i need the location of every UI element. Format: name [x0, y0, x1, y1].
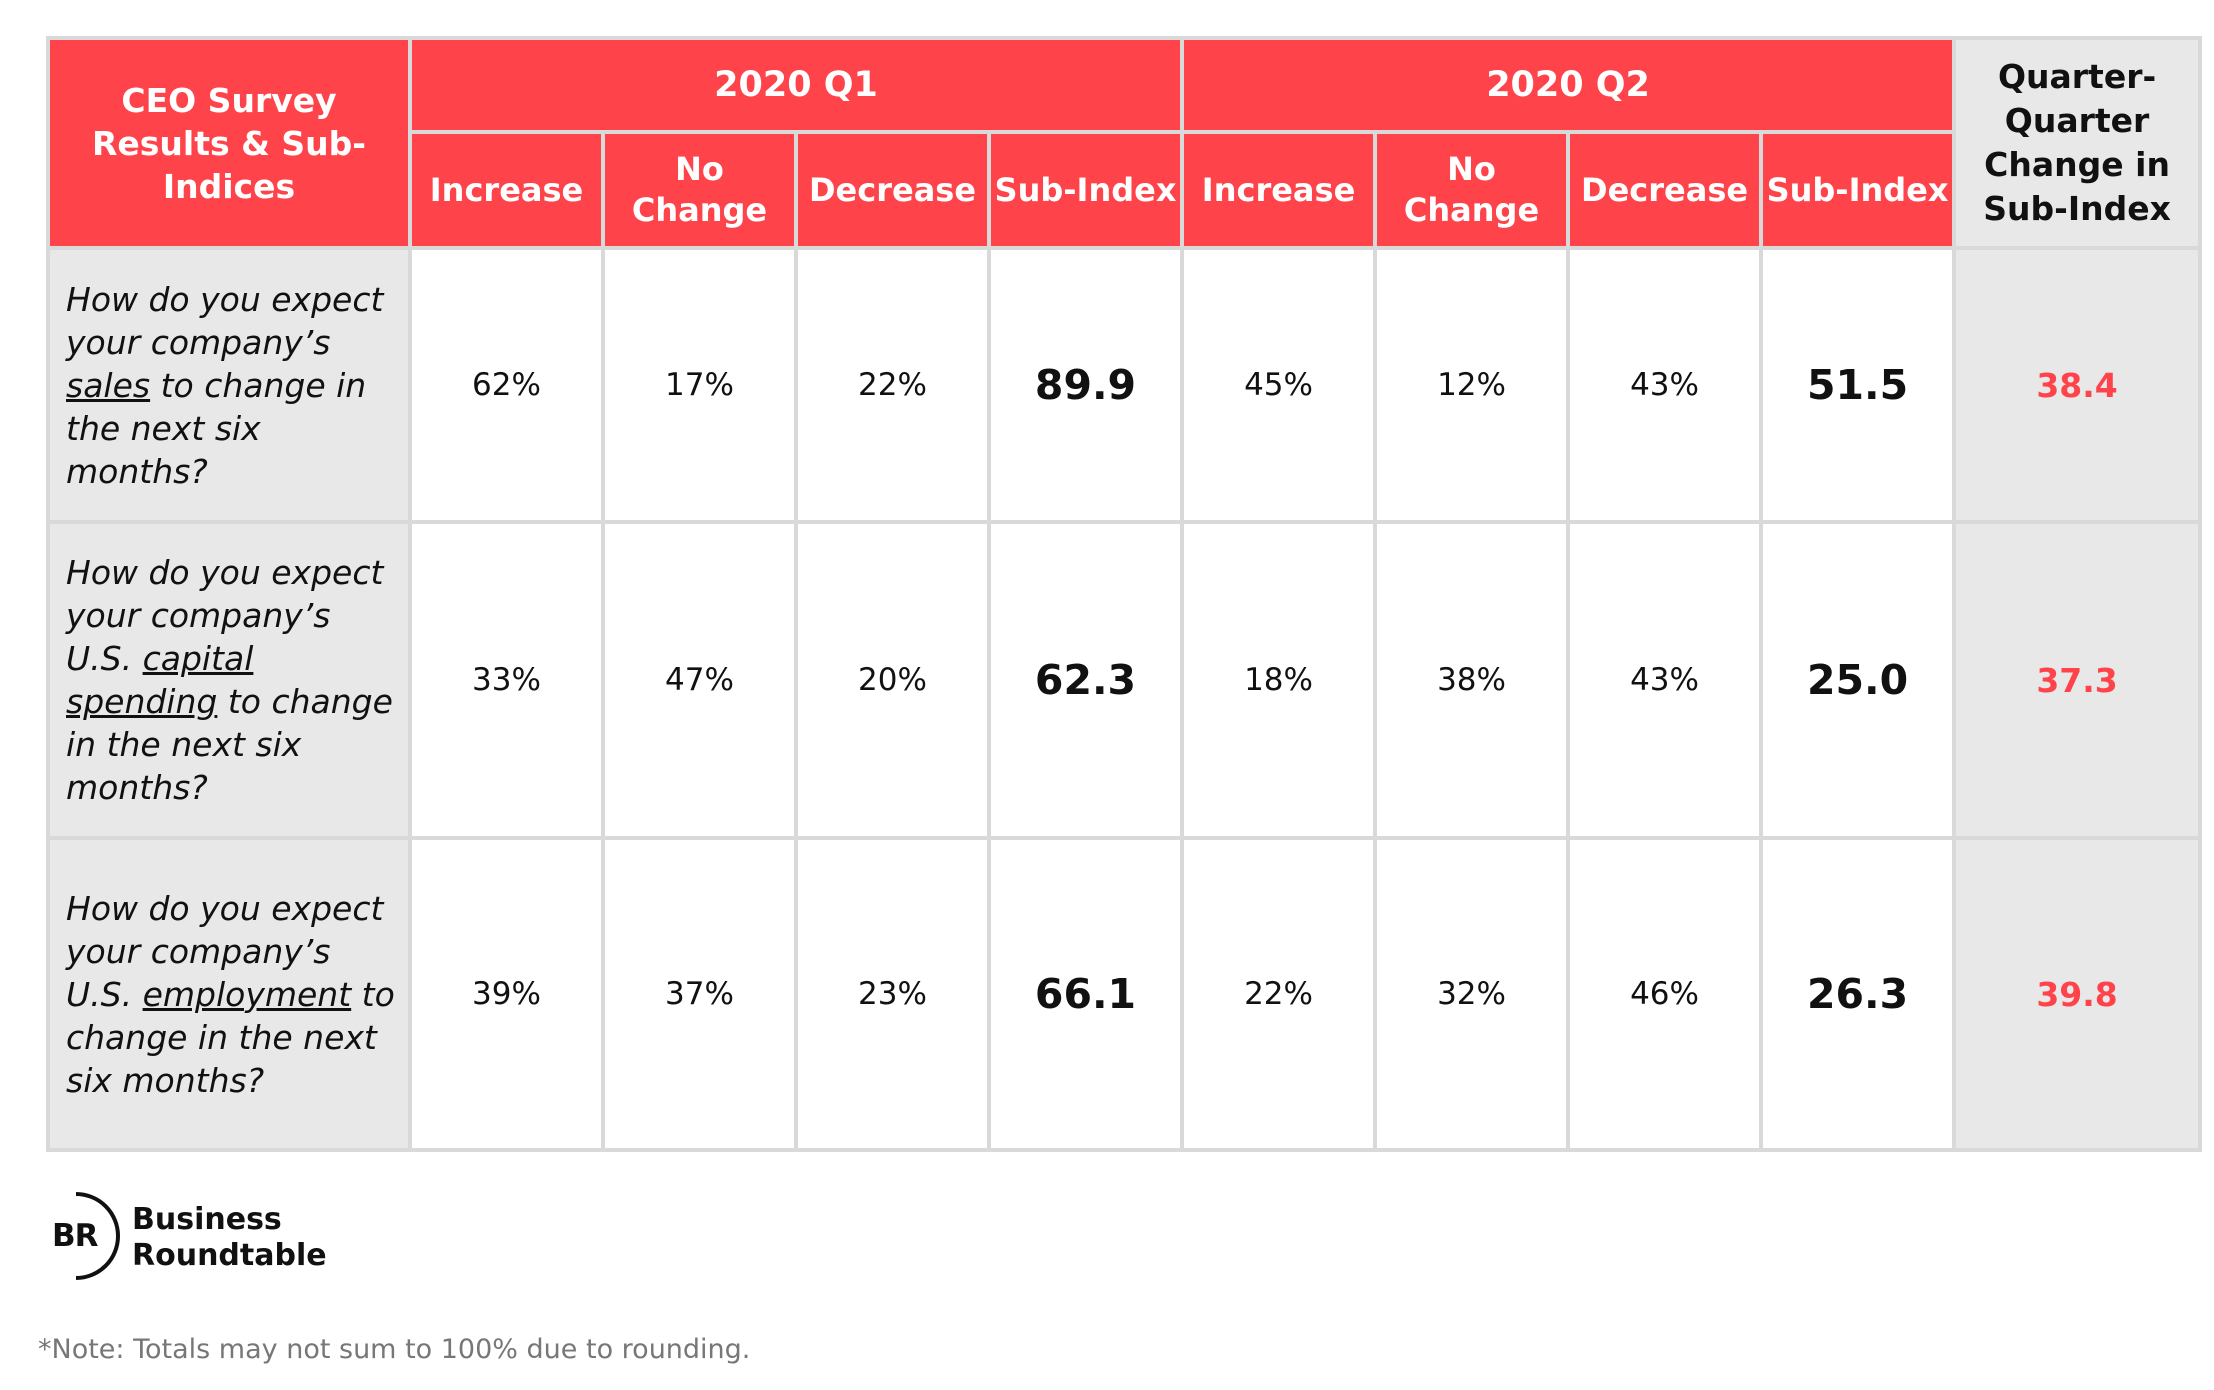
q2-sub-index-value: 25.0 [1759, 520, 1957, 840]
footnote: *Note: Totals may not sum to 100% due to… [38, 1334, 751, 1365]
question-text: How do you expect your company’s U.S. em… [66, 888, 395, 1100]
q1-decrease-value: 23% [794, 836, 991, 1152]
logo-mark-text: BR [52, 1218, 98, 1254]
q1-sub-index-value: 62.3 [986, 520, 1185, 840]
question-topic: sales [66, 365, 151, 405]
logo-wordmark: Business Roundtable [132, 1202, 327, 1274]
quarter-header-q1: 2020 Q1 [407, 36, 1185, 134]
q2-no-change-value: 12% [1373, 246, 1571, 524]
subheader-q1-increase: Increase [408, 130, 605, 250]
logo-line-1: Business [132, 1202, 282, 1237]
logo-line-2: Roundtable [132, 1238, 327, 1273]
q1-sub-index-value: 66.1 [986, 836, 1185, 1152]
subheader-q1-sub-index: Sub-Index [986, 130, 1185, 250]
q1-no-change-value: 17% [601, 246, 798, 524]
q2-increase-value: 18% [1180, 520, 1378, 840]
subheader-q2-sub-index: Sub-Index [1759, 130, 1957, 250]
q2-decrease-value: 43% [1566, 520, 1764, 840]
q1-decrease-value: 20% [794, 520, 991, 840]
q1-decrease-value: 22% [794, 246, 991, 524]
q1-no-change-value: 37% [601, 836, 798, 1152]
quarter-change-value: 37.3 [1952, 520, 2203, 840]
q2-sub-index-value: 51.5 [1759, 246, 1957, 524]
quarter-change-value: 38.4 [1952, 246, 2203, 524]
question-topic: capital spending [66, 639, 254, 721]
corner-header: CEO Survey Results & Sub-Indices [46, 36, 412, 250]
table-row: How do you expect your company’s U.S. ca… [46, 520, 2203, 840]
subheader-q1-no-change: No Change [601, 130, 798, 250]
q2-no-change-value: 38% [1373, 520, 1571, 840]
q2-sub-index-value: 26.3 [1759, 836, 1957, 1152]
q2-decrease-value: 43% [1566, 246, 1764, 524]
q1-increase-value: 39% [408, 836, 605, 1152]
q1-no-change-value: 47% [601, 520, 798, 840]
business-roundtable-logo: BR Business Roundtable [46, 1190, 346, 1282]
q2-increase-value: 22% [1180, 836, 1378, 1152]
subheader-q2-decrease: Decrease [1566, 130, 1764, 250]
question-cell: How do you expect your company’s U.S. em… [46, 836, 412, 1152]
quarter-change-value: 39.8 [1952, 836, 2203, 1152]
question-text: How do you expect your company’s sales t… [66, 279, 384, 491]
q2-no-change-value: 32% [1373, 836, 1571, 1152]
survey-results-table: CEO Survey Results & Sub-Indices 2020 Q1… [46, 36, 2203, 1152]
subheader-q2-no-change: No Change [1373, 130, 1571, 250]
quarter-header-q2: 2020 Q2 [1180, 36, 1957, 134]
subheader-q1-decrease: Decrease [794, 130, 991, 250]
question-topic: employment [142, 974, 352, 1014]
q1-increase-value: 33% [408, 520, 605, 840]
change-header: Quarter-Quarter Change in Sub-Index [1952, 36, 2203, 250]
table-row: How do you expect your company’s sales t… [46, 246, 2203, 524]
q2-decrease-value: 46% [1566, 836, 1764, 1152]
question-cell: How do you expect your company’s sales t… [46, 246, 412, 524]
br-logo-icon: BR [46, 1190, 126, 1282]
question-text: How do you expect your company’s U.S. ca… [66, 553, 393, 807]
subheader-q2-increase: Increase [1180, 130, 1378, 250]
question-cell: How do you expect your company’s U.S. ca… [46, 520, 412, 840]
q1-increase-value: 62% [408, 246, 605, 524]
q1-sub-index-value: 89.9 [986, 246, 1185, 524]
q2-increase-value: 45% [1180, 246, 1378, 524]
table-row: How do you expect your company’s U.S. em… [46, 836, 2203, 1152]
